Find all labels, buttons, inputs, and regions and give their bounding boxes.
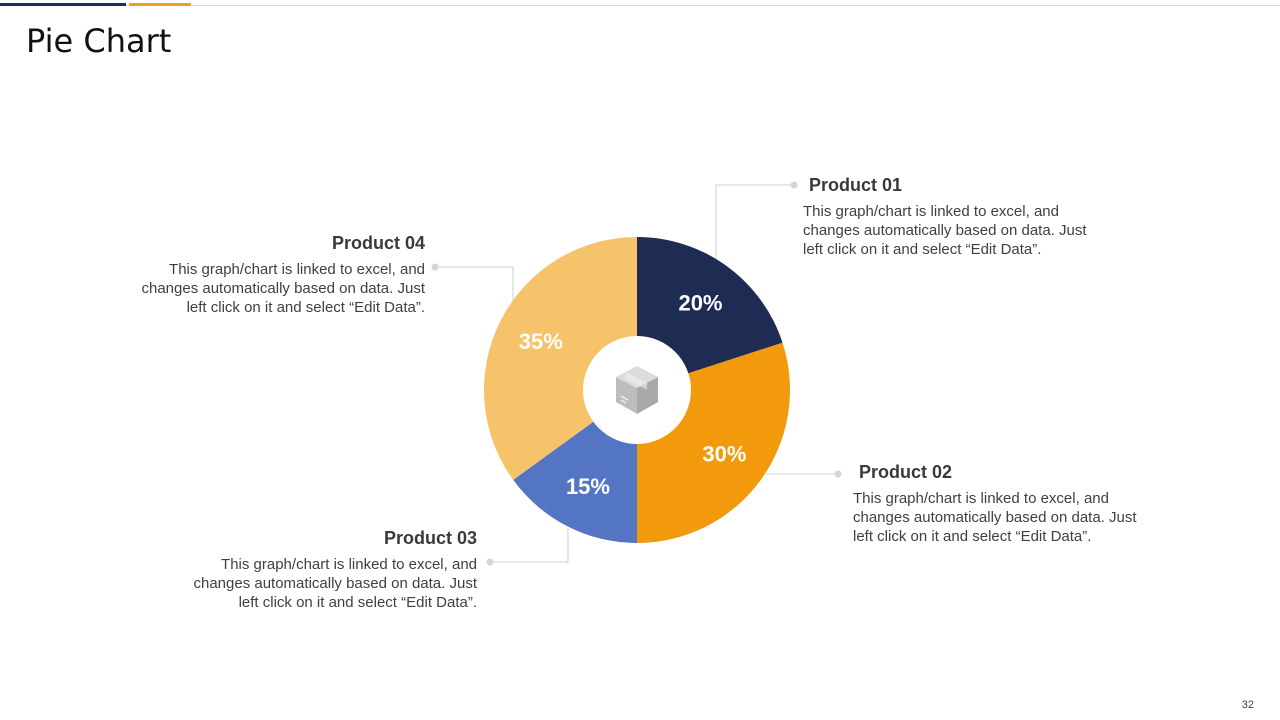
- callout-text: This graph/chart is linked to excel, and…: [193, 556, 477, 611]
- page-number: 32: [1241, 699, 1254, 711]
- box-icon: [616, 366, 658, 414]
- callout-text: This graph/chart is linked to excel, and…: [803, 203, 1087, 258]
- callout-title: Product 03: [383, 528, 477, 548]
- callout-product-04: Product 04 This graph/chart is linked to…: [140, 232, 425, 317]
- callout-text: This graph/chart is linked to excel, and…: [141, 261, 425, 316]
- leader-dot-1: [790, 181, 798, 189]
- callout-product-03: Product 03 This graph/chart is linked to…: [192, 527, 477, 612]
- top-divider: [0, 5, 1280, 6]
- callout-title: Product 02: [859, 462, 953, 482]
- callout-title: Product 01: [809, 175, 903, 195]
- callout-title: Product 04: [331, 233, 425, 253]
- callout-text: This graph/chart is linked to excel, and…: [853, 490, 1137, 545]
- leader-dot-4: [431, 263, 439, 271]
- top-accent-bar-dark: [0, 3, 126, 6]
- slice-product-04[interactable]: [484, 237, 637, 480]
- slice-label-product-02: 30%: [702, 441, 746, 466]
- leader-dot-2: [834, 470, 842, 478]
- slice-label-product-01: 20%: [678, 291, 722, 316]
- leader-line-1: [715, 184, 794, 262]
- top-accent-bar-gold: [129, 3, 191, 6]
- callout-product-02: Product 02 This graph/chart is linked to…: [853, 461, 1138, 546]
- slice-percent-labels: 20% 30% 15% 35%: [519, 291, 747, 500]
- leader-line-4: [435, 266, 514, 302]
- leader-dot-3: [486, 558, 494, 566]
- slice-label-product-03: 15%: [566, 474, 610, 499]
- leader-lines: [431, 181, 842, 566]
- callout-product-01: Product 01 This graph/chart is linked to…: [803, 174, 1088, 259]
- slice-label-product-04: 35%: [519, 329, 563, 354]
- page-title: Pie Chart: [26, 22, 172, 60]
- leader-line-3: [490, 528, 569, 563]
